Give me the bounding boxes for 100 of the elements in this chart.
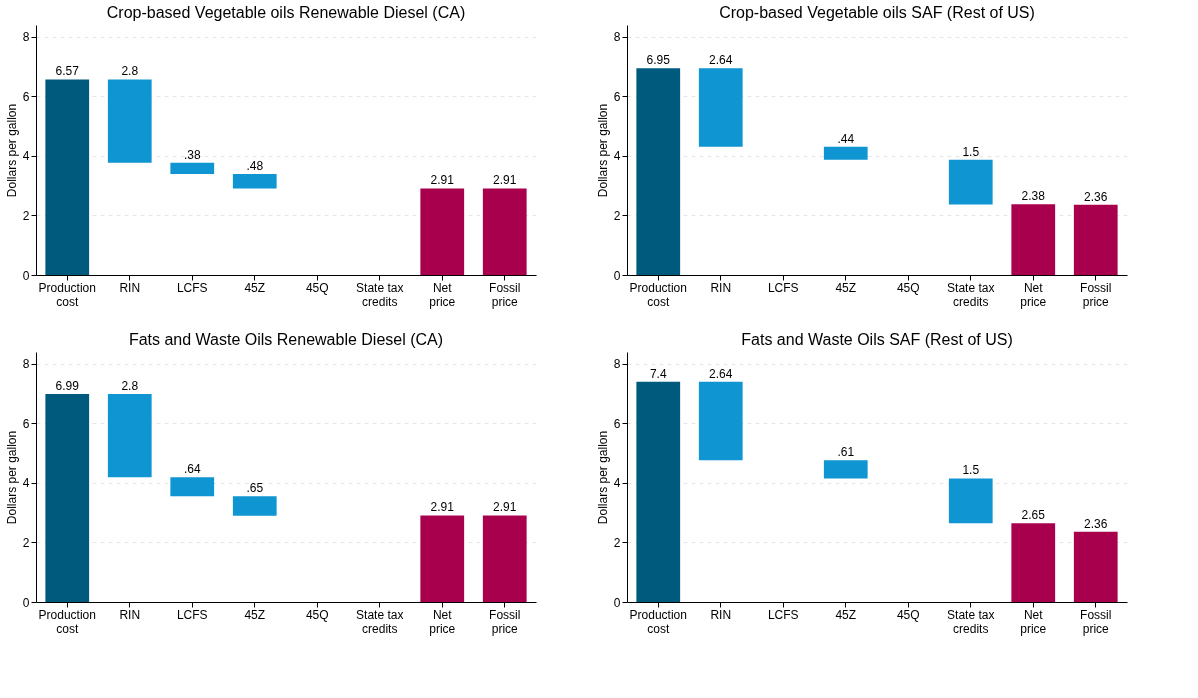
y-tick-label: 0 [613,268,621,283]
data-label: .64 [183,462,201,477]
data-label: 7.4 [649,366,667,381]
data-label: 1.5 [962,463,980,478]
y-tick-label: 2 [613,208,621,223]
y-tick-label: 4 [22,476,30,491]
bar [232,496,277,516]
bar [107,393,152,478]
data-label: 2.91 [493,173,517,188]
y-tick-label: 8 [22,30,30,45]
y-axis-title: Dollars per gallon [4,103,19,198]
x-tick-label: State tax credits [947,280,995,309]
x-tick-label: 45Z [244,280,266,295]
bar [420,188,465,275]
bar [636,68,681,275]
x-tick-label: Production cost [629,607,687,636]
x-tick-label: LCFS [767,607,799,622]
data-label: 6.57 [55,64,80,79]
data-label: .38 [183,147,201,162]
data-label: 2.91 [430,173,455,188]
x-tick-label: RIN [119,607,141,622]
x-tick-label: State tax credits [947,607,995,636]
bar [170,162,215,175]
x-tick-label: LCFS [767,280,799,295]
y-tick-label: 4 [22,149,30,164]
data-label: 2.91 [493,500,517,515]
bar [1011,204,1056,275]
x-tick-label: 45Z [835,280,857,295]
x-tick-label: Fossil price [489,280,521,309]
x-tick-label: State tax credits [356,607,404,636]
y-tick-label: 4 [613,149,621,164]
data-label: 2.36 [1084,516,1108,531]
x-tick-label: State tax credits [356,280,404,309]
bar [636,381,681,602]
x-tick-label: Net price [429,280,456,309]
x-tick-label: Net price [1020,607,1047,636]
x-tick-label: Production cost [38,607,96,636]
bar [45,79,90,275]
bar [698,68,743,147]
x-tick-label: LCFS [176,607,208,622]
data-label: 2.8 [121,378,139,393]
bar [1073,531,1118,602]
bar [170,477,215,497]
y-tick-label: 6 [22,89,30,104]
x-tick-label: Net price [1020,280,1047,309]
bar [823,146,868,160]
bar [420,515,465,602]
bar [698,381,743,461]
data-label: 2.64 [709,53,733,68]
x-tick-label: 45Z [835,607,857,622]
y-tick-label: 8 [613,357,621,372]
x-tick-label: Net price [429,607,456,636]
chart-title: Crop-based Vegetable oils Renewable Diesel (CA) [106,4,466,21]
bar [948,159,993,205]
y-tick-label: 0 [22,595,30,610]
data-label: 6.95 [646,53,671,68]
x-tick-label: 45Q [896,607,920,622]
x-tick-label: Fossil price [1080,280,1112,309]
y-axis-title: Dollars per gallon [595,103,610,198]
y-tick-label: 0 [22,268,30,283]
y-tick-label: 6 [613,89,621,104]
y-tick-label: 0 [613,595,621,610]
y-tick-label: 2 [22,208,30,223]
data-label: .44 [837,131,855,146]
data-label: 2.8 [121,64,139,79]
bar [948,478,993,524]
data-label: .61 [837,445,855,460]
data-label: 2.64 [709,366,733,381]
y-tick-label: 8 [613,30,621,45]
bar [107,79,152,163]
chart-title: Fats and Waste Oils Renewable Diesel (CA) [128,331,444,348]
x-tick-label: RIN [710,607,732,622]
chart-title: Fats and Waste Oils SAF (Rest of US) [741,331,1013,348]
y-tick-label: 2 [22,535,30,550]
y-tick-label: 2 [613,535,621,550]
bar [482,515,527,602]
y-axis-title: Dollars per gallon [4,430,19,525]
data-label: 2.65 [1021,508,1046,523]
y-tick-label: 6 [22,416,30,431]
bar [823,460,868,479]
bar [232,174,277,189]
bar [45,393,90,602]
x-tick-label: Fossil price [489,607,521,636]
x-tick-label: 45Z [244,607,266,622]
y-tick-label: 6 [613,416,621,431]
bar [1011,523,1056,602]
x-tick-label: 45Q [305,280,329,295]
x-tick-label: 45Q [896,280,920,295]
data-label: .48 [246,159,264,174]
data-label: 6.99 [55,378,80,393]
y-tick-label: 8 [22,357,30,372]
bar [482,188,527,275]
data-label: 2.91 [430,500,455,515]
y-axis-title: Dollars per gallon [595,430,610,525]
x-tick-label: Production cost [629,280,687,309]
chart-title: Crop-based Vegetable oils SAF (Rest of US) [719,4,1035,21]
y-tick-label: 4 [613,476,621,491]
x-tick-label: RIN [119,280,141,295]
data-label: 2.38 [1021,189,1046,204]
x-tick-label: 45Q [305,607,329,622]
